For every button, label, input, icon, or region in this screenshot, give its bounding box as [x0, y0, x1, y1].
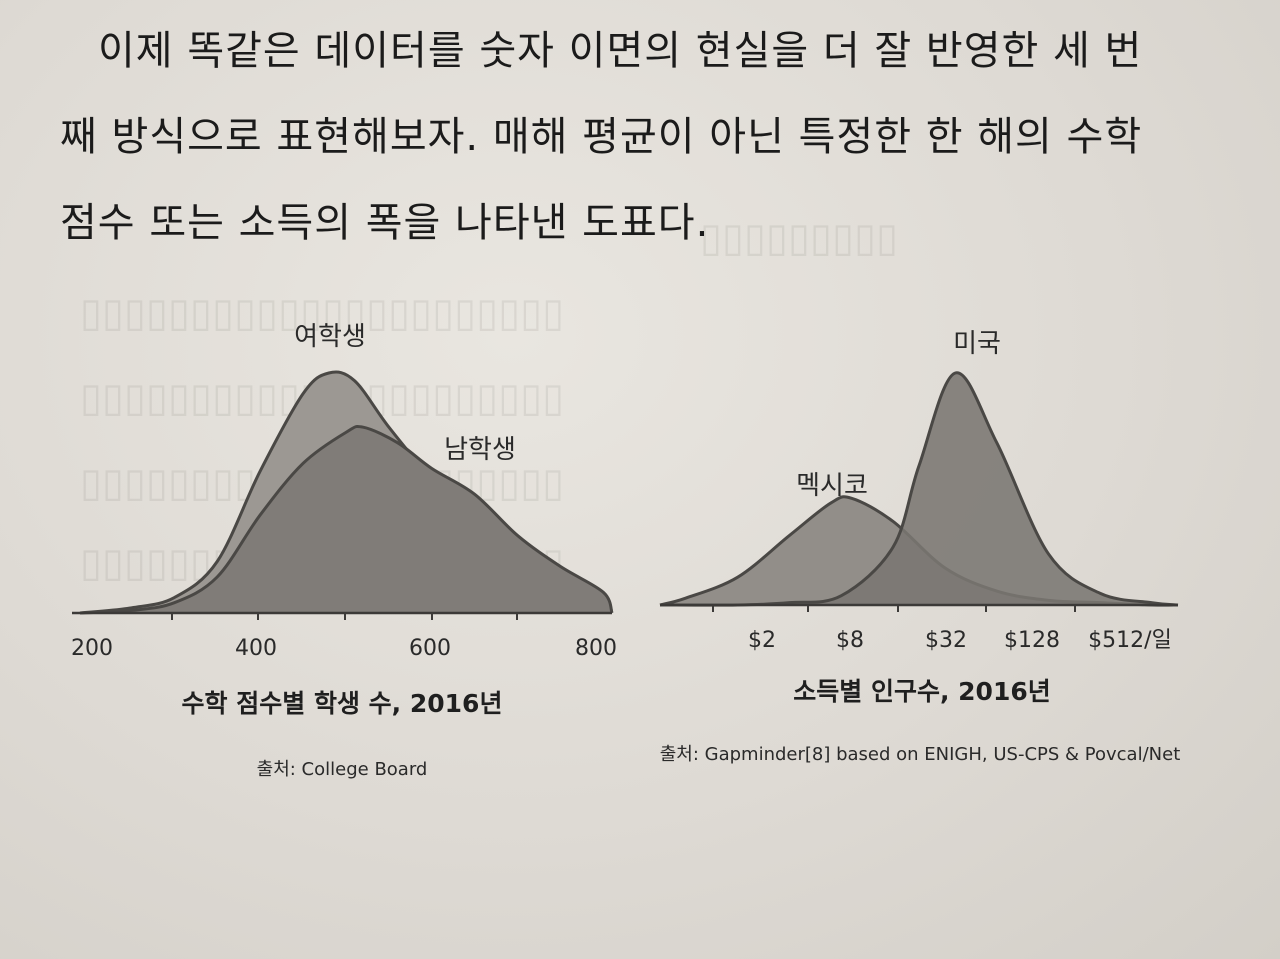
- series-label: 멕시코: [796, 471, 868, 501]
- x-tick-label: 600: [409, 636, 451, 661]
- x-tick-label: $512/일: [1088, 628, 1172, 653]
- series-label: 여학생: [294, 322, 366, 352]
- chart-caption: 소득별 인구수, 2016년: [793, 677, 1051, 706]
- x-tick-label: 800: [575, 636, 617, 661]
- chart-caption: 수학 점수별 학생 수, 2016년: [182, 689, 503, 718]
- x-tick-label: $2: [748, 628, 776, 653]
- series-line-2: [659, 371, 1179, 607]
- series-area-2: [660, 372, 1178, 606]
- chart-source: 출처: Gapminder[8] based on ENIGH, US-CPS …: [660, 744, 1181, 765]
- x-tick-label: 400: [235, 636, 277, 661]
- chart-source: 출처: College Board: [257, 759, 428, 780]
- paragraph-line-2: 째 방식으로 표현해보자. 매해 평균이 아닌 특정한 한 해의 수학: [60, 114, 1143, 160]
- series-line-2: [79, 424, 614, 615]
- x-tick-label: $32: [925, 628, 967, 653]
- x-tick-label: 200: [71, 636, 113, 661]
- bleed-through-text: ▯▯▯▯▯▯▯▯▯: [700, 215, 899, 261]
- series-area-2: [80, 426, 612, 613]
- x-tick-label: $8: [836, 628, 864, 653]
- x-tick-label: $128: [1004, 628, 1060, 653]
- series-label: 남학생: [444, 435, 516, 465]
- paragraph-line-1: 이제 똑같은 데이터를 숫자 이면의 현실을 더 잘 반영한 세 번: [98, 28, 1143, 74]
- paragraph-line-3: 점수 또는 소득의 폭을 나타낸 도표다.: [60, 200, 710, 246]
- bleed-through-text: ▯▯▯▯▯▯▯▯▯▯▯▯▯▯▯▯▯▯▯▯▯▯: [80, 290, 565, 336]
- series-label: 미국: [953, 329, 1001, 359]
